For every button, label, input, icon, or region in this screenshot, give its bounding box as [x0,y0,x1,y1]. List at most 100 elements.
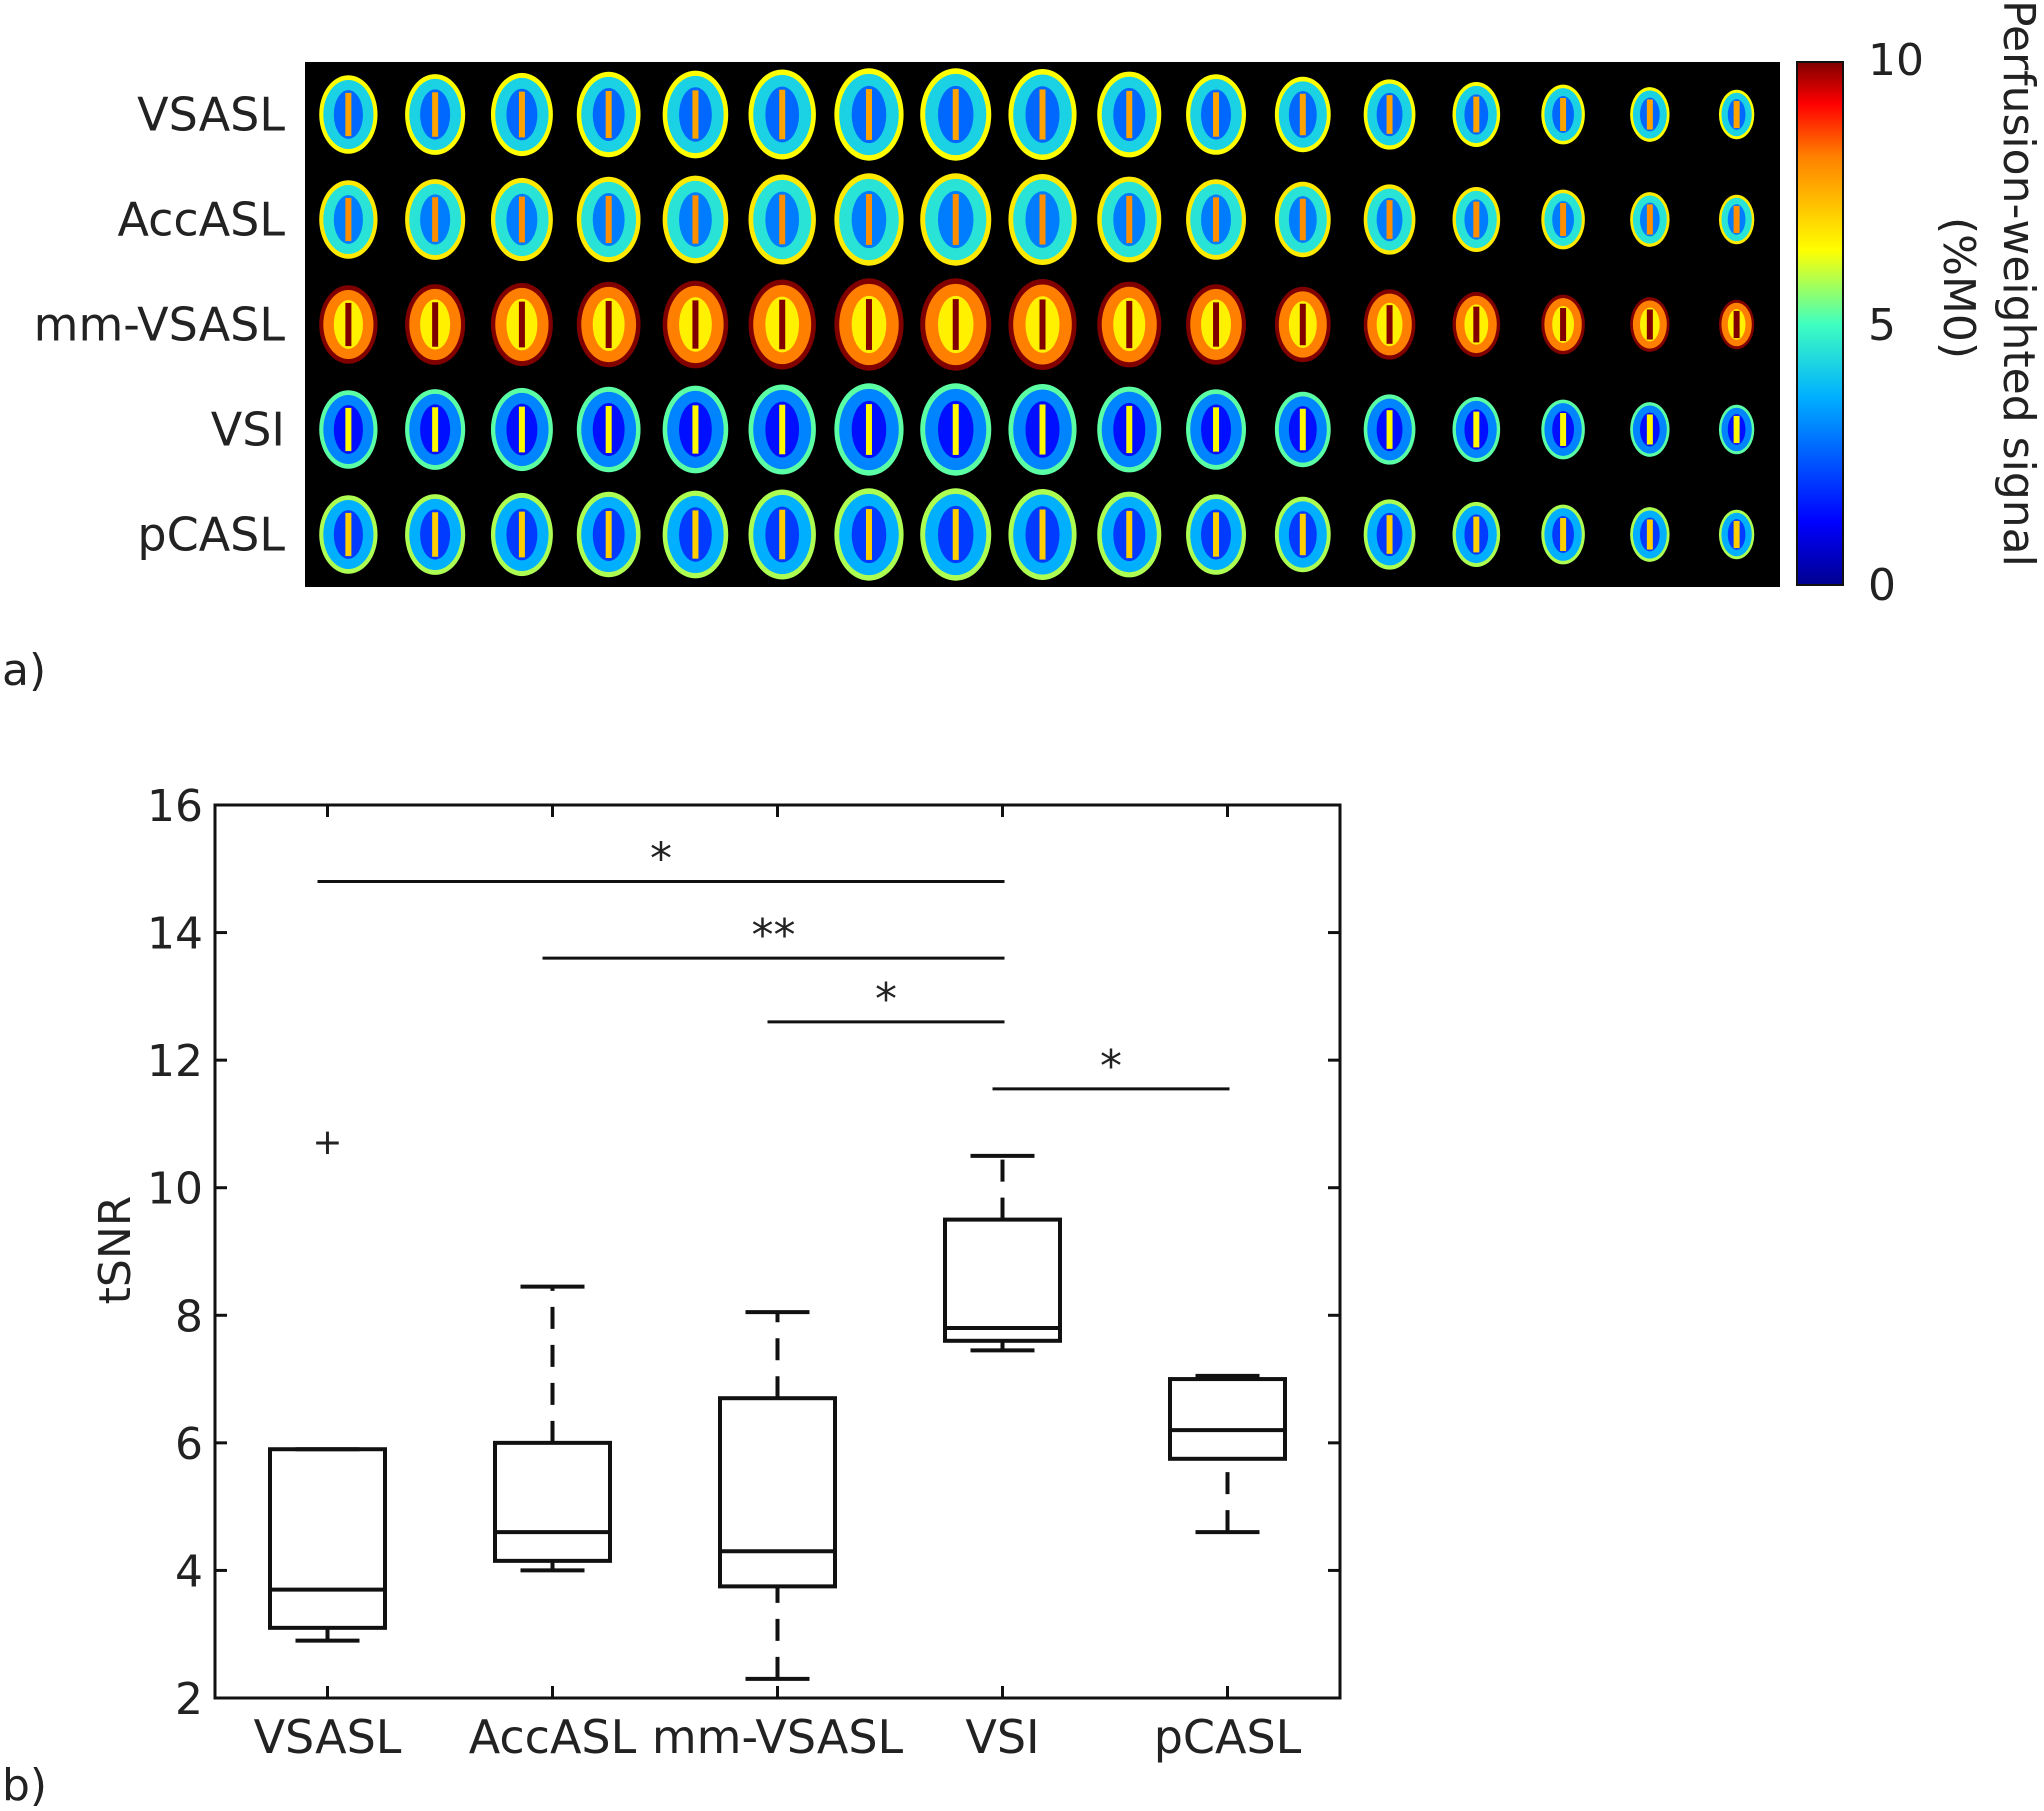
colorbar-tick-0: 0 [1868,560,1896,611]
brain-slice [662,490,729,579]
brain-slice [1274,76,1331,153]
brain-slice [1630,507,1670,562]
brain-slice [920,488,992,581]
y-tick-label: 6 [175,1419,203,1470]
brain-slice [1097,491,1162,578]
y-tick-label: 8 [175,1291,203,1342]
brain-slice [1630,402,1670,457]
iqr-box [943,1217,1062,1343]
brain-slice [1186,74,1247,155]
brain-slice [1008,488,1077,581]
brain-slice [1008,278,1077,371]
brain-slice [1541,294,1585,355]
brain-slice [1274,181,1331,258]
brain-slice [834,173,904,266]
brain-slice [1718,299,1755,350]
brain-slice [405,74,466,155]
brain-slice [1097,176,1162,263]
brain-slice [1630,87,1670,142]
brain-slice [1097,281,1162,368]
brain-slices [319,68,1755,581]
box-vsasl [268,1447,387,1643]
brain-slice [576,281,641,368]
row-label-accasl: AccASL [117,193,285,247]
brain-slice [319,75,378,154]
row-label-mm-vsasl: mm-VSASL [34,298,286,352]
brain-slice [1097,71,1162,158]
row-label-vsasl: VSASL [137,88,285,142]
brain-slice [1008,383,1077,476]
brain-slice [748,384,816,475]
brain-slice [1186,494,1247,575]
brain-slice [319,285,378,364]
y-tick-label: 12 [147,1036,203,1087]
brain-slice [1718,404,1755,455]
brain-slice [1718,194,1755,245]
colorbar [1796,61,1844,586]
y-axis-label: tSNR [90,1196,141,1305]
brain-slice [748,489,816,580]
x-tick-label: AccASL [469,1710,637,1764]
brain-slice [490,492,553,577]
brain-slice [834,68,904,161]
brain-slice [576,491,641,578]
brain-slice [1008,173,1077,266]
brain-slice [748,279,816,370]
brain-slice [1186,389,1247,470]
significance-label: ** [752,910,796,961]
row-label-vsi: VSI [211,403,285,457]
significance-label: * [650,834,672,885]
brain-slice [1452,186,1501,253]
brain-slice [576,71,641,158]
brain-slice [1274,286,1331,363]
brain-slice [576,176,641,263]
iqr-box [1168,1377,1287,1461]
significance-bars: ***** [317,834,1230,1092]
brain-slice [490,282,553,367]
brain-slice [920,173,992,266]
row-labels: VSASL AccASL mm-VSASL VSI pCASL [34,88,286,562]
panel-b: 2 4 6 8 10 12 14 16 VSASL AccASL mm-VSASL VSI pCASL… [2,781,1342,1811]
brain-slice [662,385,729,474]
y-tick-label: 10 [147,1164,203,1215]
box-accasl [493,1284,612,1573]
x-tick-label: VSASL [254,1710,402,1764]
iqr-box [493,1440,612,1563]
brain-slice [662,280,729,369]
brain-slice [834,278,904,371]
brain-slice [748,69,816,160]
brain-slice [920,278,992,371]
brain-slice [490,387,553,472]
brain-slice [1363,394,1416,465]
y-axis: 2 4 6 8 10 12 14 16 [147,781,1340,1725]
panel-b-label: b) [2,1760,47,1811]
brain-slice [1452,501,1501,568]
brain-slice [1363,184,1416,255]
y-tick-label: 2 [175,1674,203,1725]
brain-slice [319,180,378,259]
brain-slice [1363,289,1416,360]
brain-slice [748,174,816,265]
brain-slice [1718,509,1755,560]
box-pcasl [1168,1373,1287,1535]
brain-slice [576,386,641,473]
significance-label: * [1100,1041,1122,1092]
brain-slice [1274,496,1331,573]
x-tick-label: mm-VSASL [652,1710,904,1764]
brain-slice [920,68,992,161]
outliers: + [312,1122,342,1163]
y-tick-label: 4 [175,1546,203,1597]
brain-slice [834,488,904,581]
brain-slice [1541,189,1585,250]
brain-slice [1008,68,1077,161]
brain-slice [405,284,466,365]
iqr-box [268,1447,387,1630]
y-tick-label: 16 [147,781,203,832]
brain-slice [1718,89,1755,140]
brain-slice [1541,84,1585,145]
x-tick-label: VSI [965,1710,1039,1764]
brain-slice [490,177,553,262]
brain-slice [662,175,729,264]
row-label-pcasl: pCASL [137,508,285,562]
